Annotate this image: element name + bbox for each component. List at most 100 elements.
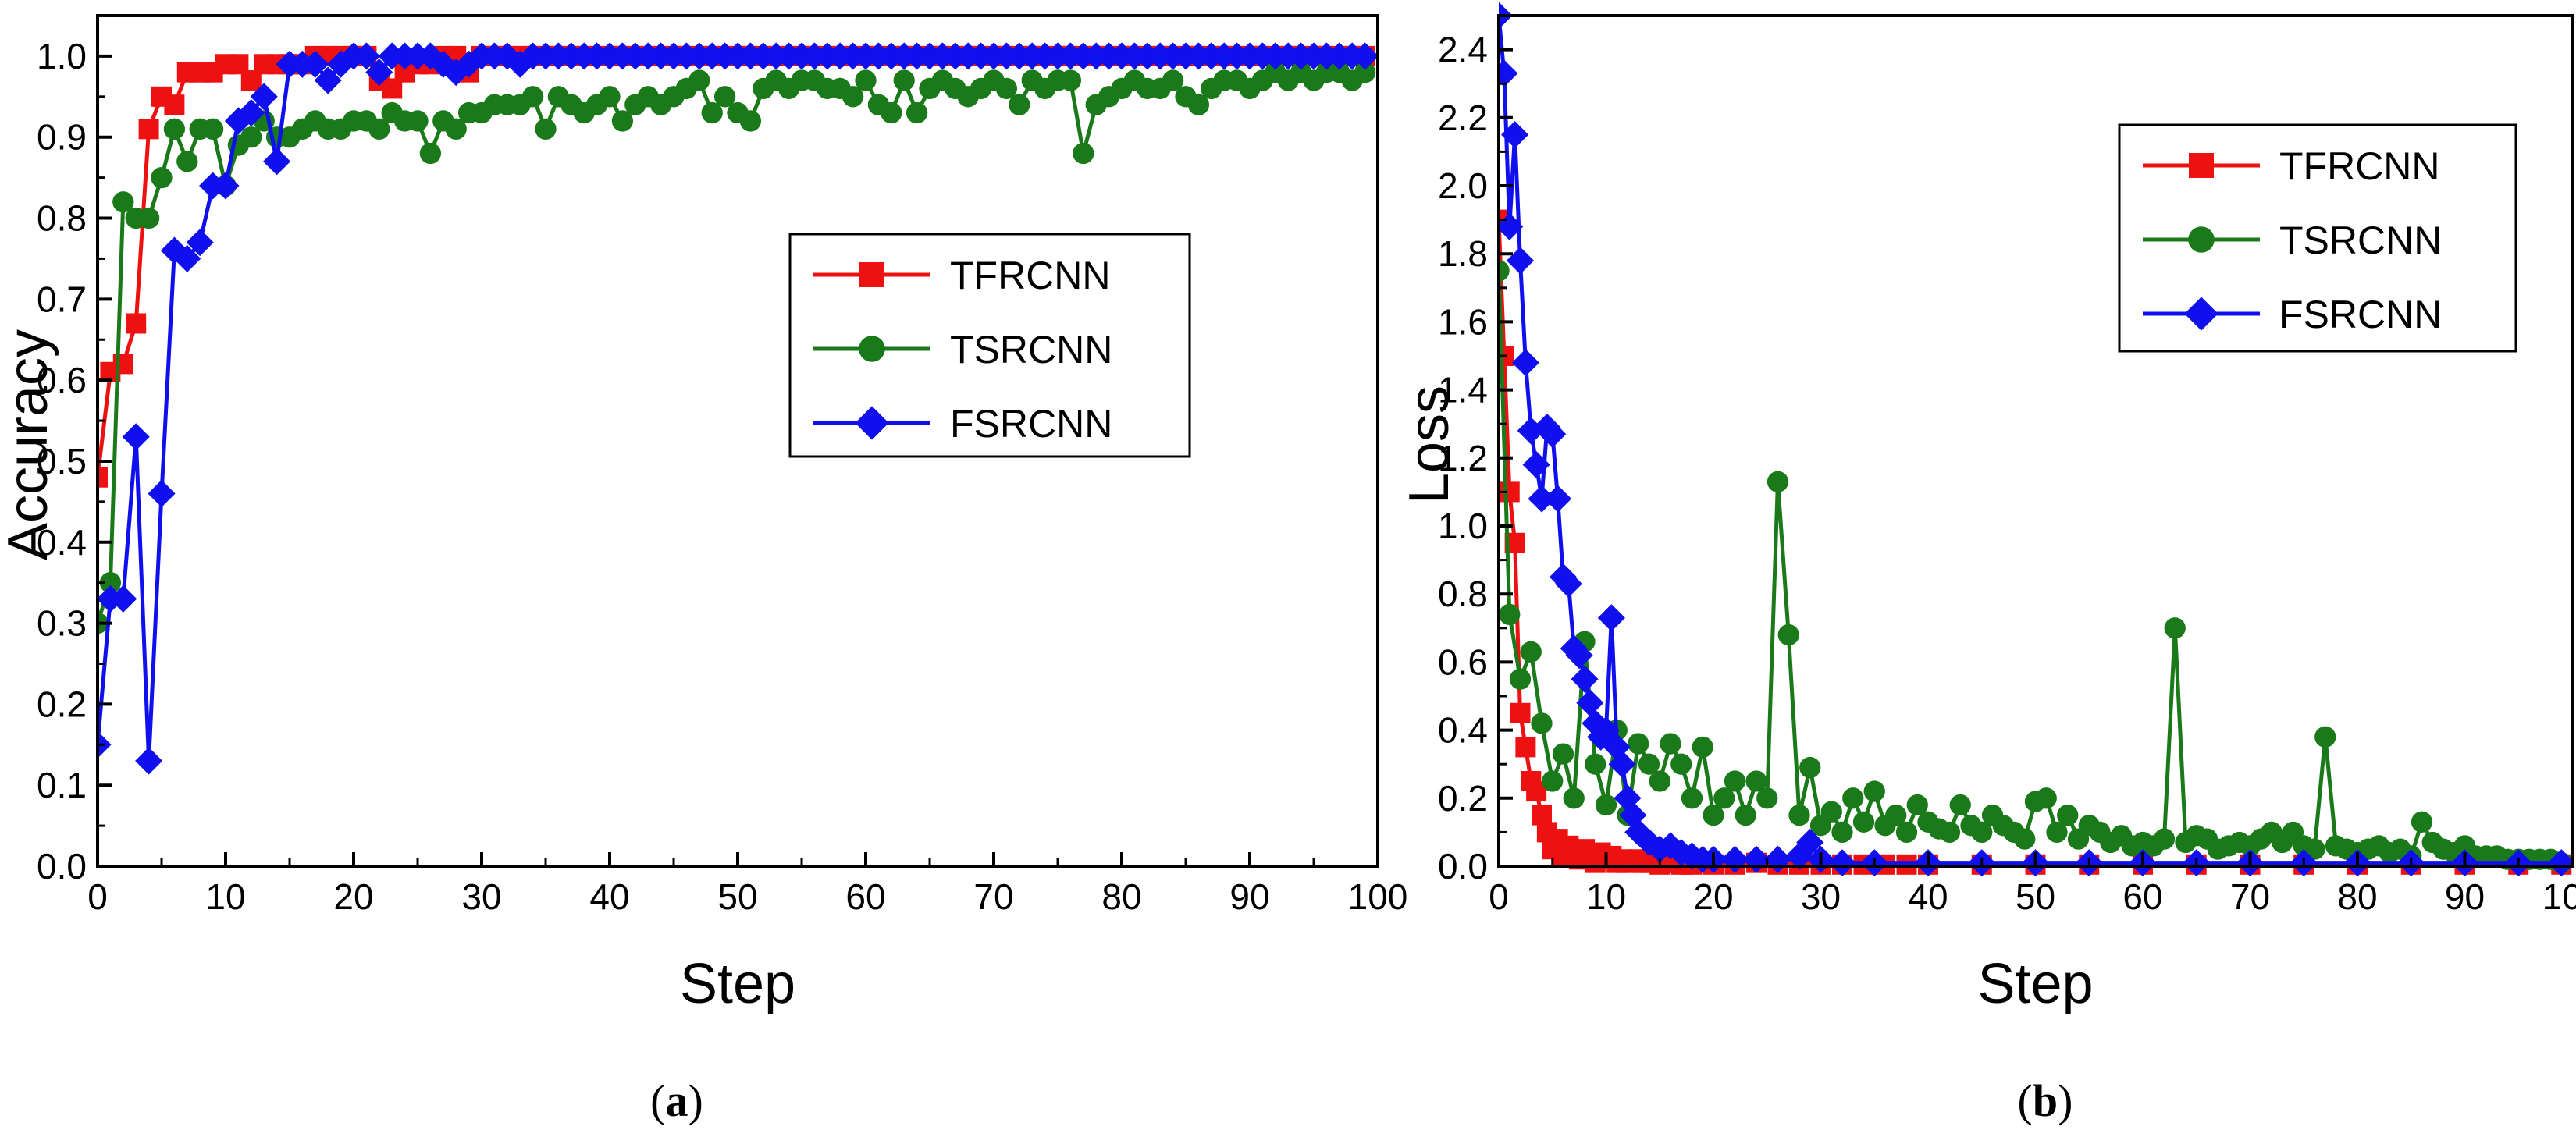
data-point-tsrcnn: [1788, 804, 1810, 826]
y-tick-label: 2.0: [1438, 165, 1488, 206]
data-point-tsrcnn: [1542, 770, 1564, 792]
data-point-tsrcnn: [855, 69, 877, 91]
panel-label: (b): [2018, 1075, 2073, 1126]
data-point-fsrcnn: [237, 99, 265, 127]
data-point-tsrcnn: [1649, 770, 1670, 792]
data-point-tsrcnn: [1354, 62, 1376, 83]
x-tick-label: 100: [1348, 876, 1408, 917]
legend-marker-fsrcnn: [855, 406, 889, 440]
data-point-tsrcnn: [1703, 804, 1724, 826]
legend-marker-tfrcnn: [859, 262, 884, 287]
y-tick-label: 0.4: [37, 522, 87, 563]
data-point-tsrcnn: [1724, 770, 1746, 792]
data-point-fsrcnn: [250, 83, 278, 111]
data-point-fsrcnn: [1796, 828, 1824, 857]
x-tick-label: 70: [2230, 876, 2270, 917]
x-tick-label: 90: [2445, 876, 2485, 917]
x-tick-label: 20: [1693, 876, 1733, 917]
data-point-tsrcnn: [1595, 794, 1617, 816]
legend-label-tsrcnn: TSRCNN: [2279, 219, 2442, 262]
x-tick-label: 20: [333, 876, 373, 917]
x-tick-label: 60: [2122, 876, 2162, 917]
y-tick-label: 1.8: [1438, 233, 1488, 274]
data-point-tsrcnn: [176, 151, 198, 172]
data-point-tsrcnn: [419, 142, 442, 165]
x-axis-title: Step: [680, 953, 795, 1015]
x-tick-label: 30: [1801, 876, 1841, 917]
data-point-fsrcnn: [1608, 750, 1636, 778]
y-tick-label: 0.8: [1438, 574, 1488, 614]
data-point-tsrcnn: [2014, 828, 2036, 850]
data-point-tsrcnn: [1852, 811, 1875, 833]
x-tick-label: 80: [1101, 876, 1141, 917]
legend-marker-fsrcnn: [2184, 297, 2218, 331]
data-point-tsrcnn: [1863, 780, 1885, 802]
y-axis-title: Loss: [1398, 386, 1461, 504]
x-axis-title: Step: [1977, 953, 2093, 1015]
data-point-fsrcnn: [1506, 247, 1535, 275]
data-point-tsrcnn: [1073, 142, 1094, 165]
data-point-tsrcnn: [1885, 804, 1907, 826]
x-tick-label: 0: [1489, 876, 1509, 917]
data-point-tsrcnn: [535, 118, 557, 140]
data-point-fsrcnn: [1511, 349, 1539, 377]
data-point-tsrcnn: [2314, 726, 2336, 748]
x-tick-label: 50: [2016, 876, 2055, 917]
data-point-fsrcnn: [186, 229, 214, 257]
data-point-tsrcnn: [2057, 804, 2079, 826]
data-point-tsrcnn: [445, 118, 467, 140]
panel-label: (a): [650, 1075, 703, 1126]
y-tick-label: 0.2: [37, 684, 87, 724]
data-point-fsrcnn: [2547, 849, 2572, 877]
data-point-fsrcnn: [148, 479, 176, 508]
data-point-tsrcnn: [1638, 753, 1660, 775]
data-point-tsrcnn: [1531, 712, 1553, 734]
data-point-tsrcnn: [2411, 811, 2433, 833]
y-axis-title: Accuracy: [0, 329, 59, 560]
data-point-tsrcnn: [906, 101, 928, 124]
data-point-tsrcnn: [688, 69, 710, 91]
data-point-tsrcnn: [1660, 733, 1681, 755]
data-point-tsrcnn: [1971, 821, 1993, 844]
data-point-tsrcnn: [1509, 668, 1532, 690]
y-tick-label: 0.0: [1438, 846, 1488, 887]
y-tick-label: 0.8: [37, 198, 87, 239]
data-point-fsrcnn: [224, 107, 252, 135]
panel-label-letter: a: [666, 1075, 688, 1126]
data-point-tsrcnn: [1059, 69, 1082, 91]
data-point-tsrcnn: [1842, 787, 1864, 809]
data-point-tsrcnn: [701, 101, 723, 124]
data-point-tsrcnn: [1799, 756, 1821, 779]
data-point-tsrcnn: [1520, 641, 1542, 663]
data-point-tsrcnn: [1009, 94, 1030, 115]
data-point-tsrcnn: [713, 86, 736, 108]
legend: TFRCNN TSRCNN FSRCNN: [788, 233, 1191, 458]
y-tick-label: 0.5: [37, 441, 87, 481]
accuracy-chart: 0 10 20 30 40 50 60 70 80 90 100 0.0 0.1 0.2 0.3 0.4 0.5…: [0, 14, 1408, 1126]
data-point-fsrcnn: [1522, 450, 1550, 479]
legend-marker-tsrcnn: [859, 336, 885, 362]
data-point-tsrcnn: [881, 101, 902, 124]
data-point-fsrcnn: [1597, 604, 1625, 632]
y-tick-label: 0.7: [37, 279, 87, 319]
data-point-tsrcnn: [112, 191, 134, 213]
data-point-tsrcnn: [893, 69, 915, 91]
x-tick-label: 40: [589, 876, 629, 917]
data-point-fsrcnn: [1539, 420, 1567, 448]
data-point-tsrcnn: [201, 118, 224, 140]
x-tick-label: 70: [973, 876, 1013, 917]
data-point-tsrcnn: [1735, 804, 1756, 826]
data-point-tfrcnn: [1515, 737, 1536, 758]
data-point-tsrcnn: [1777, 624, 1799, 646]
data-point-tsrcnn: [1938, 821, 1961, 844]
data-point-tfrcnn: [126, 313, 147, 334]
legend-label-tsrcnn: TSRCNN: [950, 328, 1112, 371]
y-tick-label: 0.6: [37, 360, 87, 400]
data-point-tfrcnn: [1532, 805, 1552, 826]
y-tick-label: 1.4: [1438, 370, 1488, 410]
data-point-tfrcnn: [164, 94, 185, 115]
panel-label-letter: b: [2033, 1075, 2058, 1126]
data-point-fsrcnn: [1528, 485, 1556, 513]
data-point-tsrcnn: [2164, 617, 2186, 639]
